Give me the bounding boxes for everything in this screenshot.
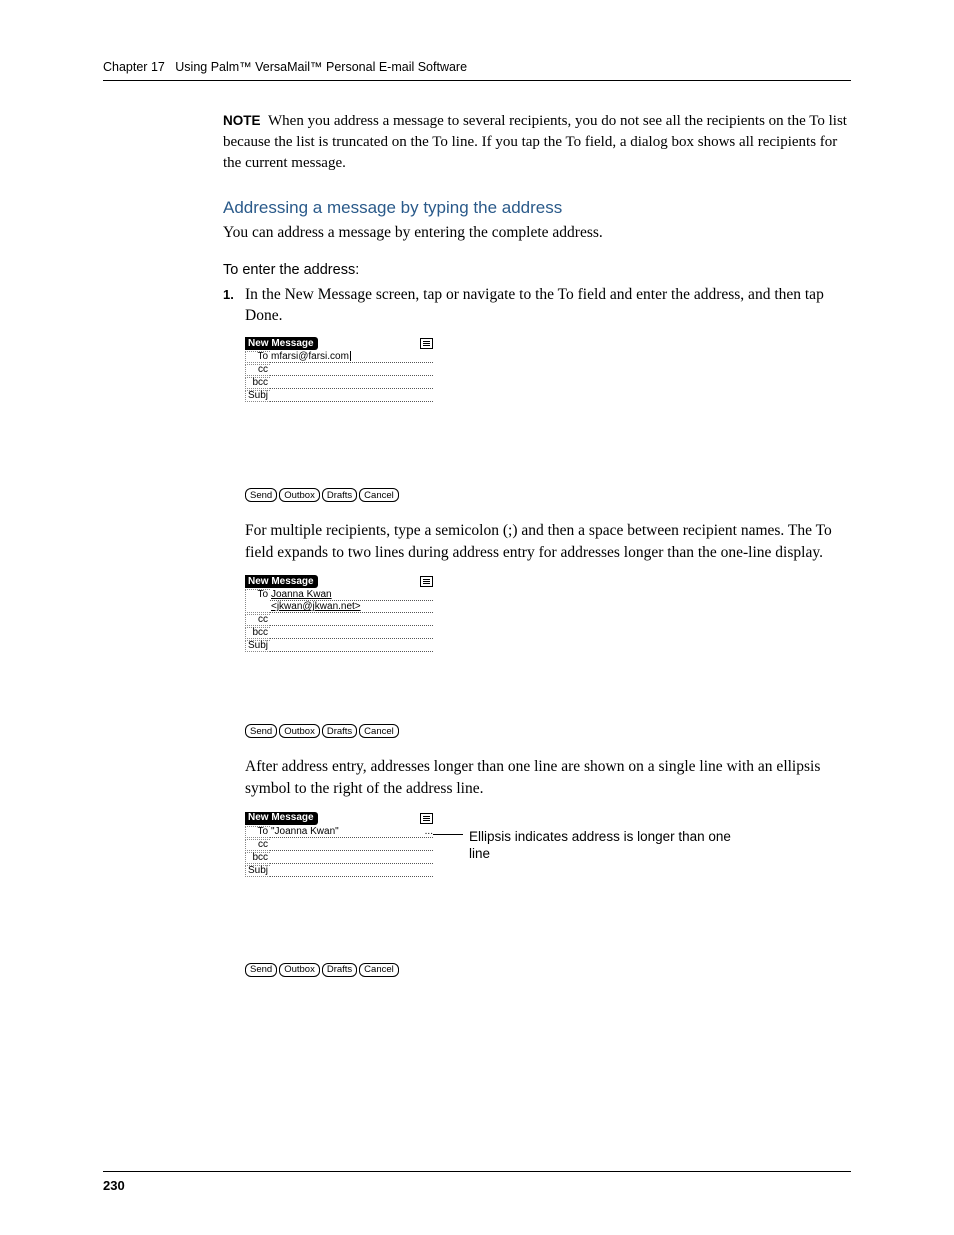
to-field[interactable]: "Joanna Kwan" ... [270,826,433,838]
note-paragraph: NOTE When you address a message to sever… [223,111,851,174]
callout: Ellipsis indicates address is longer tha… [433,828,739,863]
menu-icon[interactable] [420,576,433,587]
page-header: Chapter 17 Using Palm™ VersaMail™ Person… [103,60,851,81]
subj-field[interactable] [270,390,433,402]
bcc-field[interactable] [270,852,433,864]
cc-label: cc [245,364,270,376]
to-label: To [245,826,270,838]
drafts-button[interactable]: Drafts [322,963,357,977]
to-field-multi[interactable]: Joanna Kwan <jkwan@jkwan.net> [270,589,433,613]
palm-screen-3: New Message To "Joanna Kwan" ... cc bcc [245,812,433,977]
outbox-button[interactable]: Outbox [279,963,320,977]
menu-icon[interactable] [420,338,433,349]
subj-field[interactable] [270,640,433,652]
ellipsis-icon: ... [424,826,433,837]
palm-title: New Message [245,575,318,588]
subj-label: Subj [245,390,270,402]
note-label: NOTE [223,113,261,128]
cancel-button[interactable]: Cancel [359,963,399,977]
chapter-title: Using Palm™ VersaMail™ Personal E-mail S… [175,60,467,74]
section-intro: You can address a message by entering th… [223,222,851,244]
step-number: 1. [223,284,245,327]
step-text: In the New Message screen, tap or naviga… [245,284,851,327]
screenshot-3: New Message To "Joanna Kwan" ... cc bcc [245,812,851,977]
palm-screen-1: New Message To mfarsi@farsi.com cc bcc S… [245,337,433,502]
drafts-button[interactable]: Drafts [322,488,357,502]
cancel-button[interactable]: Cancel [359,488,399,502]
palm-title: New Message [245,337,318,350]
section-heading: Addressing a message by typing the addre… [223,198,851,218]
cc-label: cc [245,839,270,851]
outbox-button[interactable]: Outbox [279,488,320,502]
note-text: When you address a message to several re… [223,113,847,171]
page-footer: 230 [103,1171,851,1193]
palm-screen-2: New Message To Joanna Kwan <jkwan@jkwan.… [245,575,433,738]
paragraph-2: For multiple recipients, type a semicolo… [245,520,851,563]
page-number: 230 [103,1178,125,1193]
subj-label: Subj [245,640,270,652]
to-label: To [245,589,270,613]
screenshot-2: New Message To Joanna Kwan <jkwan@jkwan.… [245,575,851,738]
drafts-button[interactable]: Drafts [322,724,357,738]
bcc-label: bcc [245,627,270,639]
send-button[interactable]: Send [245,724,277,738]
cc-label: cc [245,614,270,626]
message-body[interactable] [245,402,433,486]
subj-field[interactable] [270,865,433,877]
chapter-label: Chapter 17 [103,60,165,74]
outbox-button[interactable]: Outbox [279,724,320,738]
paragraph-3: After address entry, addresses longer th… [245,756,851,799]
cancel-button[interactable]: Cancel [359,724,399,738]
cc-field[interactable] [270,364,433,376]
send-button[interactable]: Send [245,488,277,502]
cc-field[interactable] [270,614,433,626]
to-field[interactable]: mfarsi@farsi.com [270,351,433,363]
callout-text: Ellipsis indicates address is longer tha… [469,828,739,863]
subj-label: Subj [245,865,270,877]
message-body[interactable] [245,652,433,722]
bcc-field[interactable] [270,627,433,639]
step-1: 1. In the New Message screen, tap or nav… [223,284,851,327]
screenshot-1: New Message To mfarsi@farsi.com cc bcc S… [245,337,851,502]
procedure-heading: To enter the address: [223,262,851,278]
send-button[interactable]: Send [245,963,277,977]
menu-icon[interactable] [420,813,433,824]
bcc-label: bcc [245,377,270,389]
bcc-label: bcc [245,852,270,864]
message-body[interactable] [245,877,433,961]
to-label: To [245,351,270,363]
callout-line [433,834,463,835]
bcc-field[interactable] [270,377,433,389]
cc-field[interactable] [270,839,433,851]
palm-title: New Message [245,812,318,825]
